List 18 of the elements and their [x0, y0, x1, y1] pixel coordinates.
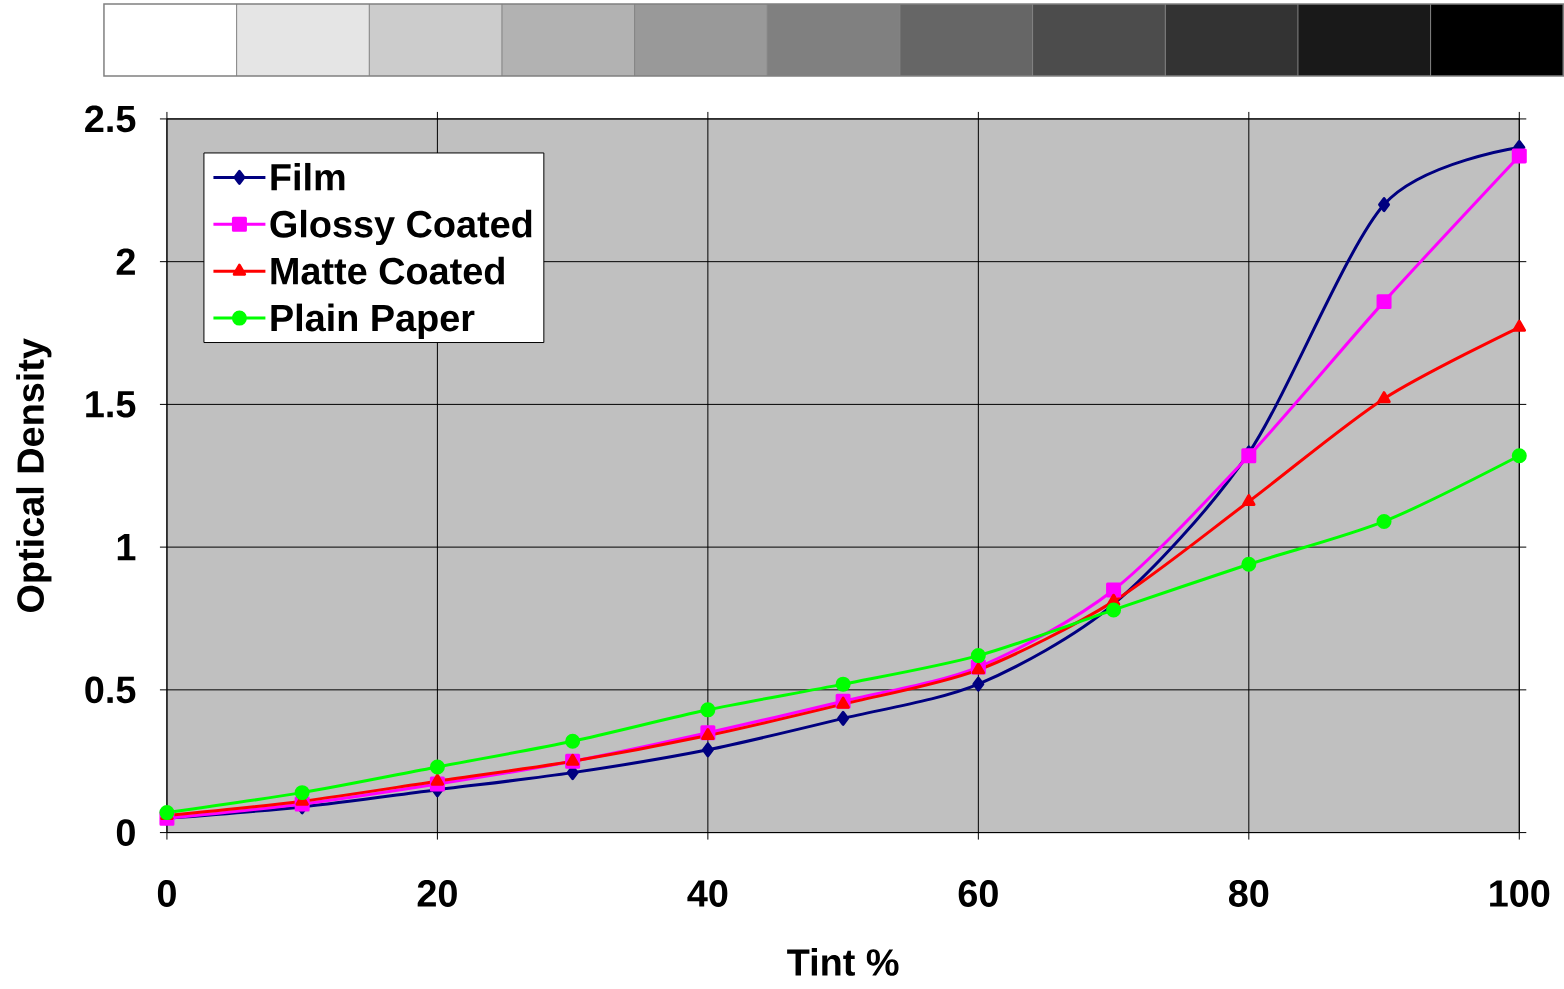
- x-tick-label: 40: [687, 880, 728, 908]
- x-tick-label: 0: [157, 880, 176, 908]
- legend-label: Film: [271, 163, 345, 191]
- legend-label: Glossy Coated: [270, 210, 532, 246]
- x-tick-label: 80: [1228, 880, 1269, 908]
- y-tick-label: 1.5: [86, 391, 136, 418]
- y-tick-label: 2: [116, 248, 135, 276]
- x-tick-label: 20: [417, 880, 457, 908]
- y-tick-label: 1: [117, 534, 136, 561]
- x-tick-label: 60: [958, 880, 998, 908]
- legend-label: Matte Coated: [271, 256, 504, 285]
- y-axis-title: Optical Density: [16, 338, 52, 613]
- x-axis-title: Tint %: [787, 948, 899, 977]
- y-tick-label: 0: [116, 819, 135, 847]
- y-tick-label: 2.5: [85, 105, 136, 133]
- y-tick-label: 0.5: [85, 676, 136, 704]
- legend-label: Plain Paper: [271, 303, 475, 340]
- x-tick-label: 100: [1490, 880, 1550, 908]
